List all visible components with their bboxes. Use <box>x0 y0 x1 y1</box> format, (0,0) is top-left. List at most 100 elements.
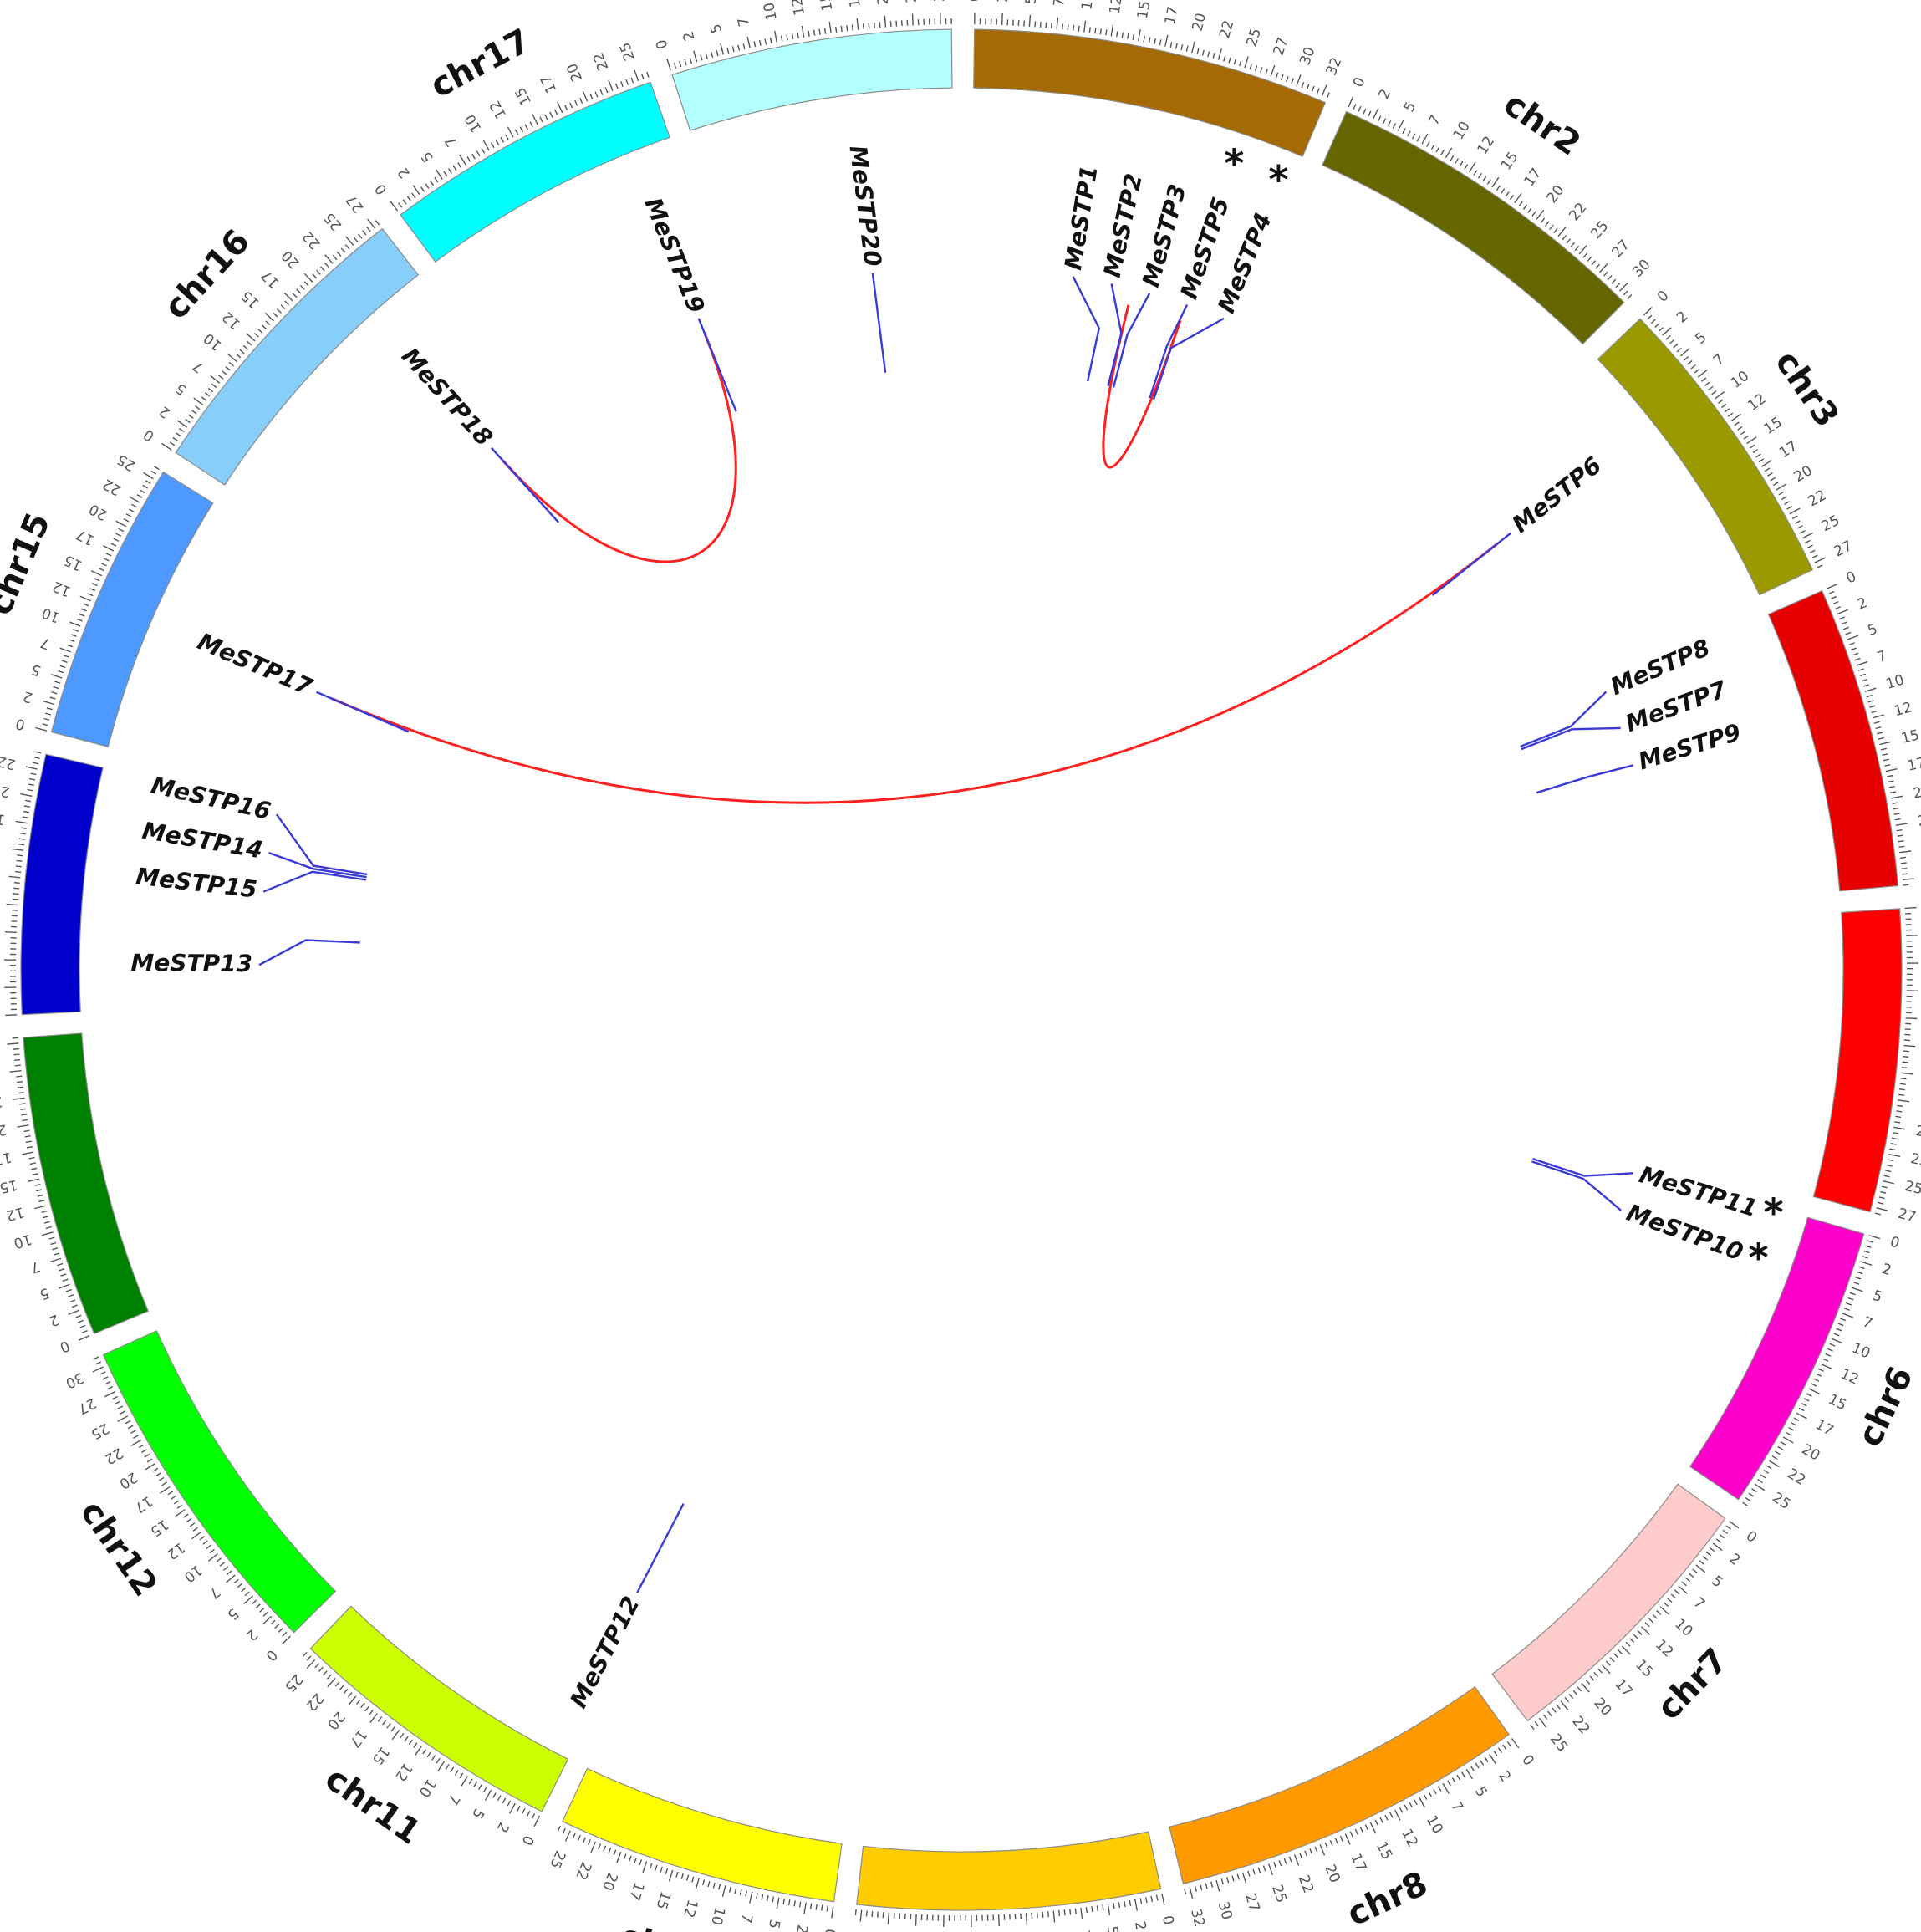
tick-mark <box>34 1205 46 1210</box>
tick-label: 7 <box>1447 1798 1466 1815</box>
tick-label: 5 <box>1022 0 1040 5</box>
tick-mark <box>1124 1900 1126 1908</box>
tick-mark <box>259 1608 265 1613</box>
gene-marker-MeSTP5 <box>1149 304 1189 399</box>
tick-mark <box>679 60 682 68</box>
tick-label: 20 <box>324 1708 348 1732</box>
tick-mark <box>292 293 298 298</box>
tick-mark <box>720 43 725 55</box>
tick-mark <box>283 292 293 302</box>
tick-label: 17 <box>1776 438 1801 461</box>
tick-mark <box>239 349 245 354</box>
tick-mark <box>78 1335 90 1341</box>
tick-label: 2 <box>242 1625 261 1644</box>
tick-label: 0 <box>1159 1914 1177 1927</box>
tick-mark <box>253 332 260 338</box>
tick-mark <box>1874 1212 1881 1216</box>
tick-label: 22 <box>1784 1466 1808 1489</box>
tick-label: 10 <box>39 604 62 625</box>
tick-mark <box>23 805 31 808</box>
tick-mark <box>1813 1378 1820 1382</box>
tick-mark <box>1473 170 1478 176</box>
tick-label: 30 <box>1629 256 1653 280</box>
tick-mark <box>1835 606 1842 610</box>
tick-mark <box>574 99 578 106</box>
tick-label: 17 <box>1612 1676 1636 1700</box>
tick-label: 20 <box>278 247 303 271</box>
tick-mark <box>1509 194 1515 201</box>
tick-mark <box>1887 774 1893 777</box>
tick-mark <box>1270 64 1276 77</box>
tick-mark <box>1137 29 1141 42</box>
tick-mark <box>344 244 350 250</box>
tick-mark <box>594 91 599 98</box>
tick-mark <box>876 1911 879 1918</box>
tick-mark <box>1496 185 1501 191</box>
tick-label: 10 <box>461 111 485 135</box>
tick-mark <box>142 484 149 489</box>
chromosome-band-chr5 <box>1812 908 1903 1213</box>
tick-mark <box>1798 1407 1805 1412</box>
tick-label: 27 <box>343 191 367 216</box>
tick-label: 12 <box>50 578 74 600</box>
tick-mark <box>1777 1445 1784 1450</box>
gene-marker-MeSTP13 <box>258 939 360 966</box>
tick-mark <box>1080 1907 1083 1919</box>
gene-marker-MeSTP16 <box>275 813 368 876</box>
tick-mark <box>1042 1911 1044 1918</box>
tick-mark <box>316 269 321 275</box>
tick-mark <box>77 1319 84 1323</box>
tick-label: 7 <box>1875 647 1889 665</box>
tick-mark <box>1321 84 1327 96</box>
tick-mark <box>1445 147 1453 159</box>
tick-mark <box>15 820 28 824</box>
tick-mark <box>1379 1817 1383 1823</box>
tick-mark <box>1482 176 1487 182</box>
tick-mark <box>1803 1398 1810 1402</box>
tick-mark <box>502 1797 507 1804</box>
tick-mark <box>1904 906 1917 910</box>
tick-mark <box>323 1670 328 1676</box>
tick-mark <box>19 832 26 835</box>
tick-mark <box>882 1912 884 1919</box>
tick-mark <box>1906 935 1918 936</box>
tick-mark <box>1159 39 1162 46</box>
tick-mark <box>1001 13 1003 26</box>
tick-mark <box>603 1845 607 1852</box>
chromosome-label-chr8: chr8 <box>1342 1864 1434 1932</box>
tick-mark <box>1715 391 1725 400</box>
tick-mark <box>17 1086 23 1088</box>
chromosome-label-chr6: chr6 <box>1851 1361 1921 1453</box>
tick-label: 5 <box>707 22 726 35</box>
tick-mark <box>244 1591 250 1597</box>
tick-mark <box>364 1705 369 1712</box>
tick-mark <box>1589 1675 1595 1681</box>
tick-mark <box>54 681 61 684</box>
tick-mark <box>183 1513 189 1518</box>
tick-mark <box>764 38 767 45</box>
tick-mark <box>173 1500 180 1505</box>
tick-mark <box>12 848 24 851</box>
tick-mark <box>1708 385 1714 391</box>
tick-mark <box>1898 1099 1910 1103</box>
tick-mark <box>1769 1460 1780 1468</box>
tick-mark <box>712 1882 716 1889</box>
tick-label: 2 <box>156 402 173 421</box>
tick-label: 15 <box>0 837 3 856</box>
tick-mark <box>1615 283 1621 288</box>
tick-mark <box>13 893 19 895</box>
tick-mark <box>1643 306 1653 316</box>
tick-mark <box>613 1849 617 1856</box>
tick-mark <box>1557 227 1567 237</box>
tick-mark <box>1752 449 1759 454</box>
tick-mark <box>1514 193 1522 204</box>
tick-label: 5 <box>1709 1573 1726 1591</box>
tick-mark <box>15 870 22 873</box>
tick-mark <box>769 38 772 44</box>
tick-mark <box>1304 1850 1308 1857</box>
tick-mark <box>1746 436 1757 445</box>
tick-mark <box>202 1540 208 1545</box>
tick-mark <box>608 1848 612 1854</box>
gene-label-MeSTP17: MeSTP17 <box>193 627 316 701</box>
tick-mark <box>1751 1488 1757 1493</box>
